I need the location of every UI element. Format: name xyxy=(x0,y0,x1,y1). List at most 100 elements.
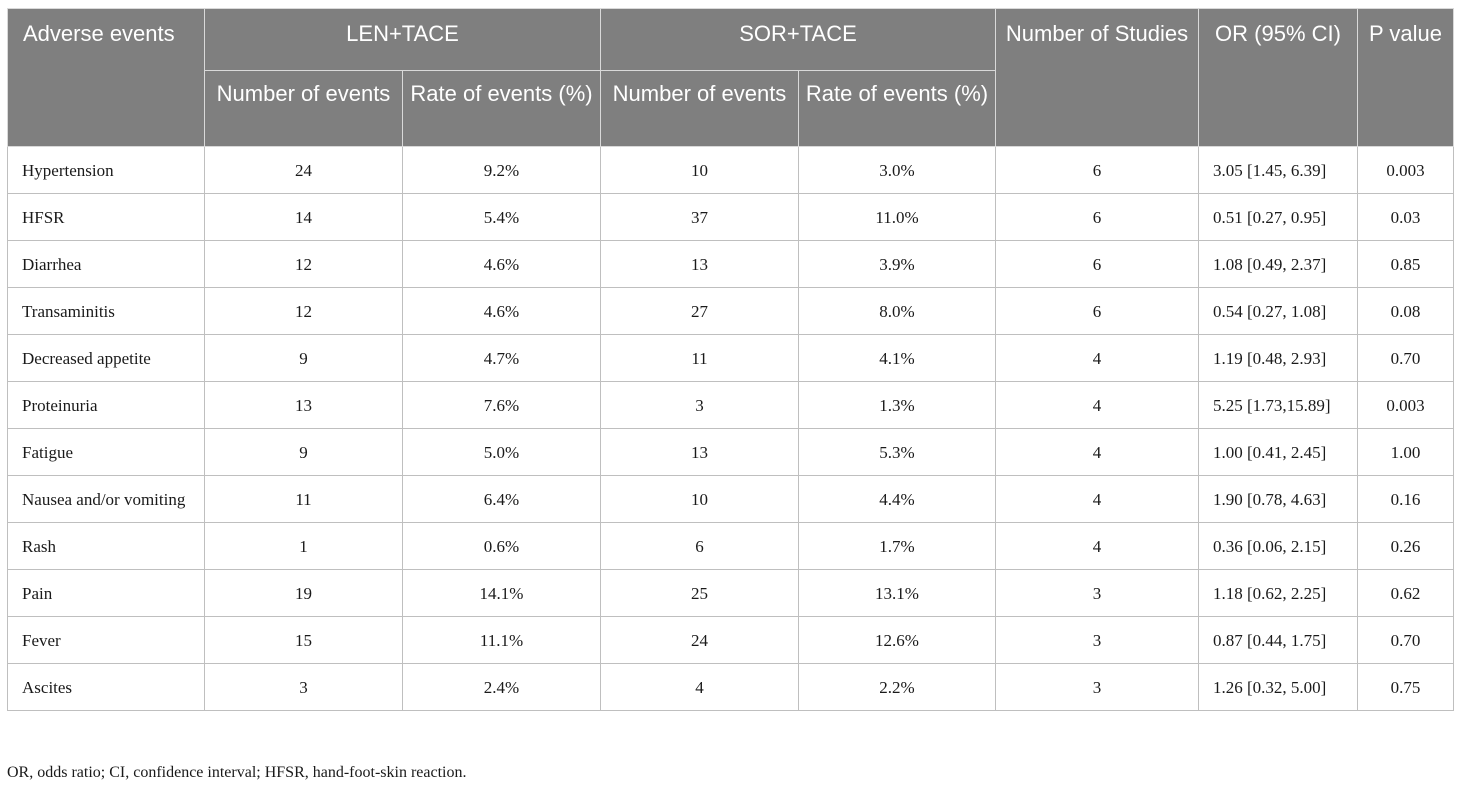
cell-p-value: 0.70 xyxy=(1357,334,1454,382)
cell-sor-number-of-events: 6 xyxy=(600,522,799,570)
cell-len-rate-of-events: 6.4% xyxy=(402,475,601,523)
cell-or-ci: 3.05 [1.45, 6.39] xyxy=(1198,146,1358,194)
cell-p-value: 0.16 xyxy=(1357,475,1454,523)
cell-number-of-studies: 6 xyxy=(995,193,1199,241)
cell-number-of-studies: 3 xyxy=(995,663,1199,711)
table-row: Decreased appetite 9 4.7% 11 4.1% 4 1.19 [0.48… xyxy=(7,334,1454,382)
cell-sor-rate-of-events: 12.6% xyxy=(798,616,996,664)
table-row: HFSR 14 5.4% 37 11.0% 6 0.51 [0.27, 0.95] 0.03 xyxy=(7,193,1454,241)
cell-len-number-of-events: 24 xyxy=(204,146,403,194)
cell-or-ci: 1.08 [0.49, 2.37] xyxy=(1198,240,1358,288)
cell-or-ci: 0.51 [0.27, 0.95] xyxy=(1198,193,1358,241)
cell-or-ci: 0.87 [0.44, 1.75] xyxy=(1198,616,1358,664)
cell-len-number-of-events: 9 xyxy=(204,428,403,476)
header-row-2: Number of events Rate of events (%) Numb… xyxy=(8,70,1454,147)
cell-or-ci: 1.19 [0.48, 2.93] xyxy=(1198,334,1358,382)
cell-or-ci: 1.00 [0.41, 2.45] xyxy=(1198,428,1358,476)
cell-len-rate-of-events: 9.2% xyxy=(402,146,601,194)
cell-len-rate-of-events: 4.6% xyxy=(402,287,601,335)
cell-number-of-studies: 3 xyxy=(995,616,1199,664)
cell-p-value: 0.26 xyxy=(1357,522,1454,570)
cell-or-ci: 0.54 [0.27, 1.08] xyxy=(1198,287,1358,335)
cell-sor-rate-of-events: 2.2% xyxy=(798,663,996,711)
cell-len-number-of-events: 14 xyxy=(204,193,403,241)
cell-or-ci: 0.36 [0.06, 2.15] xyxy=(1198,522,1358,570)
cell-or-ci: 1.26 [0.32, 5.00] xyxy=(1198,663,1358,711)
cell-len-rate-of-events: 11.1% xyxy=(402,616,601,664)
cell-len-number-of-events: 12 xyxy=(204,240,403,288)
cell-sor-number-of-events: 24 xyxy=(600,616,799,664)
cell-adverse-event: Hypertension xyxy=(7,146,205,194)
cell-sor-number-of-events: 3 xyxy=(600,381,799,429)
cell-adverse-event: Proteinuria xyxy=(7,381,205,429)
table-row: Nausea and/or vomiting 11 6.4% 10 4.4% 4 1.90 … xyxy=(7,475,1454,523)
cell-number-of-studies: 3 xyxy=(995,569,1199,617)
cell-sor-rate-of-events: 4.1% xyxy=(798,334,996,382)
cell-number-of-studies: 6 xyxy=(995,240,1199,288)
cell-sor-rate-of-events: 11.0% xyxy=(798,193,996,241)
header-row-1: Adverse events LEN+TACE SOR+TACE Number … xyxy=(7,8,1454,147)
header-number-of-studies: Number of Studies xyxy=(995,8,1199,147)
header-sor-tace: SOR+TACE xyxy=(600,8,996,71)
table-header: Adverse events LEN+TACE SOR+TACE Number … xyxy=(7,8,1454,147)
table-row: Rash 1 0.6% 6 1.7% 4 0.36 [0.06, 2.15] 0.26 xyxy=(7,522,1454,570)
cell-p-value: 1.00 xyxy=(1357,428,1454,476)
adverse-events-table-container: Adverse events LEN+TACE SOR+TACE Number … xyxy=(7,8,1454,711)
cell-p-value: 0.70 xyxy=(1357,616,1454,664)
cell-sor-rate-of-events: 1.3% xyxy=(798,381,996,429)
cell-sor-number-of-events: 25 xyxy=(600,569,799,617)
cell-len-number-of-events: 19 xyxy=(204,569,403,617)
cell-adverse-event: Transaminitis xyxy=(7,287,205,335)
cell-len-number-of-events: 13 xyxy=(204,381,403,429)
cell-sor-number-of-events: 13 xyxy=(600,428,799,476)
table-row: Hypertension 24 9.2% 10 3.0% 6 3.05 [1.45, 6.3… xyxy=(7,146,1454,194)
cell-or-ci: 1.90 [0.78, 4.63] xyxy=(1198,475,1358,523)
cell-len-number-of-events: 3 xyxy=(204,663,403,711)
cell-len-rate-of-events: 2.4% xyxy=(402,663,601,711)
cell-number-of-studies: 4 xyxy=(995,475,1199,523)
cell-sor-rate-of-events: 3.0% xyxy=(798,146,996,194)
cell-or-ci: 1.18 [0.62, 2.25] xyxy=(1198,569,1358,617)
cell-sor-rate-of-events: 5.3% xyxy=(798,428,996,476)
cell-number-of-studies: 4 xyxy=(995,381,1199,429)
cell-len-rate-of-events: 0.6% xyxy=(402,522,601,570)
cell-number-of-studies: 4 xyxy=(995,334,1199,382)
cell-len-rate-of-events: 5.0% xyxy=(402,428,601,476)
header-adverse-events: Adverse events xyxy=(7,8,205,147)
cell-len-rate-of-events: 4.6% xyxy=(402,240,601,288)
table-row: Proteinuria 13 7.6% 3 1.3% 4 5.25 [1.73,15.89]… xyxy=(7,381,1454,429)
cell-sor-number-of-events: 10 xyxy=(600,146,799,194)
cell-adverse-event: Pain xyxy=(7,569,205,617)
cell-len-rate-of-events: 14.1% xyxy=(402,569,601,617)
adverse-events-table: Adverse events LEN+TACE SOR+TACE Number … xyxy=(7,8,1454,711)
cell-adverse-event: Diarrhea xyxy=(7,240,205,288)
cell-sor-rate-of-events: 8.0% xyxy=(798,287,996,335)
table-row: Fatigue 9 5.0% 13 5.3% 4 1.00 [0.41, 2.45] 1.00 xyxy=(7,428,1454,476)
cell-adverse-event: Rash xyxy=(7,522,205,570)
header-sor-number-of-events: Number of events xyxy=(600,70,799,147)
cell-sor-number-of-events: 37 xyxy=(600,193,799,241)
cell-sor-number-of-events: 11 xyxy=(600,334,799,382)
header-sor-rate-of-events: Rate of events (%) xyxy=(798,70,996,147)
cell-len-number-of-events: 9 xyxy=(204,334,403,382)
table-row: Pain 19 14.1% 25 13.1% 3 1.18 [0.62, 2.25] 0.62 xyxy=(7,569,1454,617)
table-row: Transaminitis 12 4.6% 27 8.0% 6 0.54 [0.27, 1.… xyxy=(7,287,1454,335)
cell-len-number-of-events: 1 xyxy=(204,522,403,570)
cell-sor-number-of-events: 13 xyxy=(600,240,799,288)
cell-p-value: 0.62 xyxy=(1357,569,1454,617)
table-row: Ascites 3 2.4% 4 2.2% 3 1.26 [0.32, 5.00] 0.75 xyxy=(7,663,1454,711)
cell-p-value: 0.75 xyxy=(1357,663,1454,711)
header-p-value: P value xyxy=(1357,8,1454,147)
cell-len-rate-of-events: 5.4% xyxy=(402,193,601,241)
cell-adverse-event: HFSR xyxy=(7,193,205,241)
cell-adverse-event: Nausea and/or vomiting xyxy=(7,475,205,523)
cell-p-value: 0.08 xyxy=(1357,287,1454,335)
header-len-tace: LEN+TACE xyxy=(204,8,601,71)
cell-number-of-studies: 4 xyxy=(995,428,1199,476)
cell-p-value: 0.003 xyxy=(1357,381,1454,429)
cell-sor-number-of-events: 27 xyxy=(600,287,799,335)
cell-number-of-studies: 4 xyxy=(995,522,1199,570)
cell-len-number-of-events: 12 xyxy=(204,287,403,335)
header-len-number-of-events: Number of events xyxy=(204,70,403,147)
cell-adverse-event: Decreased appetite xyxy=(7,334,205,382)
